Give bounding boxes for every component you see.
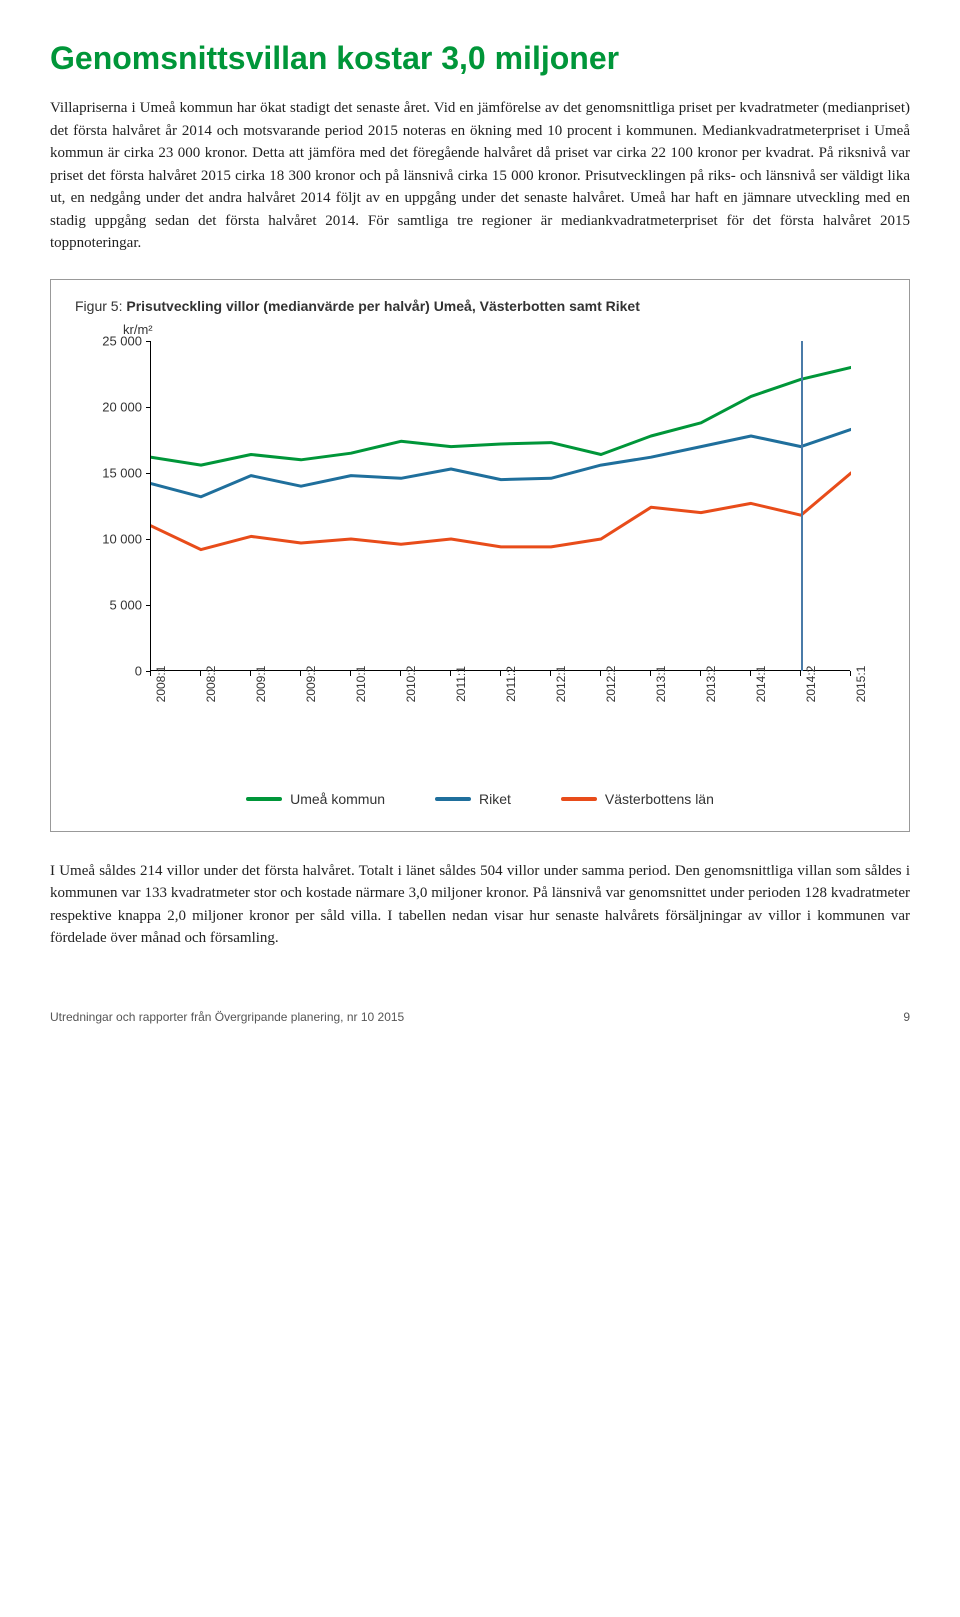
x-tick-label: 2013:2: [704, 665, 718, 702]
y-tick-label: 5 000: [109, 597, 142, 612]
footer-left: Utredningar och rapporter från Övergripa…: [50, 1010, 404, 1024]
x-tick-label: 2009:1: [254, 665, 268, 702]
y-axis-unit: kr/m²: [123, 322, 885, 337]
legend-label: Riket: [479, 791, 511, 807]
x-axis: 2008:12008:22009:12009:22010:12010:22011…: [150, 676, 850, 736]
x-tick-label: 2014:2: [804, 665, 818, 702]
legend-swatch: [246, 797, 282, 801]
chart-legend: Umeå kommun Riket Västerbottens län: [75, 791, 885, 807]
figure-label: Prisutveckling villor (medianvärde per h…: [126, 298, 640, 314]
y-axis: 05 00010 00015 00020 00025 000: [90, 341, 150, 671]
series-line: [151, 429, 851, 496]
line-chart-svg: [151, 341, 851, 671]
x-tick-label: 2012:2: [604, 665, 618, 702]
legend-item: Västerbottens län: [561, 791, 714, 807]
figure-label-prefix: Figur 5:: [75, 298, 126, 314]
legend-swatch: [561, 797, 597, 801]
y-tick-label: 10 000: [102, 531, 142, 546]
chart-area: 05 00010 00015 00020 00025 000 2008:1200…: [90, 341, 870, 721]
x-tick-label: 2015:1: [854, 665, 868, 702]
legend-item: Riket: [435, 791, 511, 807]
page-title: Genomsnittsvillan kostar 3,0 miljoner: [50, 40, 910, 77]
x-tick-label: 2011:1: [454, 666, 468, 702]
x-tick-label: 2008:2: [204, 665, 218, 702]
y-tick-label: 0: [135, 663, 142, 678]
x-tick-label: 2014:1: [754, 665, 768, 702]
y-tick-label: 15 000: [102, 465, 142, 480]
series-line: [151, 473, 851, 550]
x-tick-label: 2008:1: [154, 665, 168, 702]
y-tick-label: 20 000: [102, 399, 142, 414]
series-line: [151, 367, 851, 465]
intro-paragraph: Villapriserna i Umeå kommun har ökat sta…: [50, 97, 910, 255]
legend-swatch: [435, 797, 471, 801]
x-tick-label: 2012:1: [554, 665, 568, 702]
x-tick-label: 2010:2: [404, 665, 418, 702]
x-tick-label: 2011:2: [504, 666, 518, 702]
footer-page-number: 9: [903, 1010, 910, 1024]
x-tick-label: 2013:1: [654, 665, 668, 702]
figure-caption: Figur 5: Prisutveckling villor (medianvä…: [75, 298, 885, 314]
y-tick-label: 25 000: [102, 333, 142, 348]
x-tick-label: 2010:1: [354, 665, 368, 702]
page-footer: Utredningar och rapporter från Övergripa…: [50, 1010, 910, 1024]
legend-label: Umeå kommun: [290, 791, 385, 807]
figure-5: Figur 5: Prisutveckling villor (medianvä…: [50, 279, 910, 832]
outro-paragraph: I Umeå såldes 214 villor under det först…: [50, 860, 910, 950]
reference-vline: [801, 341, 803, 671]
plot-region: [150, 341, 850, 671]
x-tick-label: 2009:2: [304, 665, 318, 702]
legend-label: Västerbottens län: [605, 791, 714, 807]
legend-item: Umeå kommun: [246, 791, 385, 807]
